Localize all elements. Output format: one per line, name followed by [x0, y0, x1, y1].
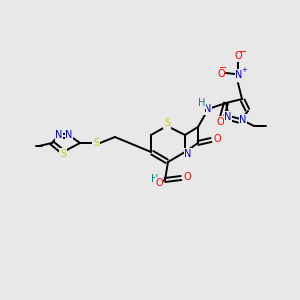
Text: +: +	[241, 67, 247, 73]
Text: N: N	[55, 130, 63, 140]
Text: N: N	[204, 104, 212, 114]
Text: O: O	[183, 172, 191, 182]
Text: N: N	[239, 115, 247, 125]
Text: −: −	[219, 63, 227, 73]
Text: H: H	[198, 98, 206, 108]
Text: S: S	[60, 149, 66, 159]
Text: O: O	[155, 178, 163, 188]
Text: S: S	[93, 138, 99, 148]
Text: −: −	[239, 47, 247, 57]
Text: S: S	[164, 118, 170, 128]
Text: O: O	[217, 69, 225, 79]
Text: N: N	[184, 149, 192, 159]
Text: O: O	[234, 51, 242, 61]
Text: O: O	[216, 117, 224, 127]
Text: N: N	[65, 130, 73, 140]
Text: N: N	[235, 70, 243, 80]
Text: N: N	[224, 112, 232, 122]
Text: H: H	[151, 174, 159, 184]
Text: O: O	[213, 134, 221, 144]
